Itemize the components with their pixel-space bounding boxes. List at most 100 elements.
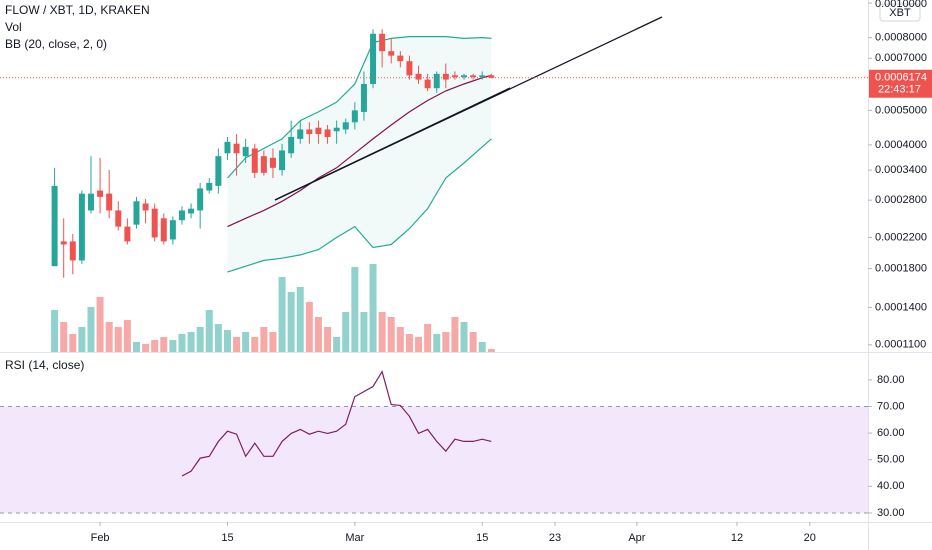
candle-body (333, 127, 340, 132)
y-tick-label: 0.0003400 (875, 164, 927, 176)
candle-body (269, 157, 276, 168)
volume-bar (160, 337, 168, 352)
y-tick-label: 0.0001100 (875, 339, 926, 351)
volume-bar (278, 277, 286, 352)
bb-middle (227, 74, 492, 228)
candle-body (442, 73, 449, 80)
volume-bar (324, 327, 332, 352)
rsi-tick-label: 30.00 (877, 507, 905, 519)
chart-title: FLOW / XBT, 1D, KRAKEN (5, 3, 150, 17)
candle-body (297, 129, 304, 139)
candle-body (178, 210, 185, 221)
volume-bar (387, 317, 395, 352)
y-tick-label: 0.0010000 (875, 0, 927, 10)
candle-body (424, 79, 431, 89)
candle-body (160, 218, 167, 242)
volume-bar (251, 337, 259, 352)
candle-body (451, 75, 458, 78)
volume-bar (424, 324, 432, 352)
x-tick-label: Apr (628, 532, 645, 544)
volume-bar (78, 327, 86, 352)
y-tick-label: 0.0001400 (875, 301, 927, 313)
volume-bar (151, 340, 159, 352)
candle-body (388, 51, 395, 56)
candle-body (351, 110, 358, 123)
x-tick-label: 20 (804, 532, 816, 544)
candle-body (260, 156, 267, 173)
currency-button[interactable] (879, 3, 921, 22)
candle-body (169, 220, 176, 240)
rsi-tick-label: 50.00 (877, 454, 905, 466)
candle-body (124, 226, 131, 242)
volume-bar (123, 320, 131, 352)
volume-bar (187, 332, 195, 352)
candle-body (415, 73, 422, 80)
rsi-band (0, 406, 868, 513)
candle-body (288, 137, 295, 154)
candle-body (397, 55, 404, 62)
candle-body (242, 146, 249, 157)
volume-bar (233, 337, 241, 352)
rsi-legend: RSI (14, close) (5, 358, 84, 372)
candle-body (479, 75, 486, 78)
volume-bar (333, 337, 341, 352)
volume-bar (169, 340, 177, 352)
y-tick-label: 0.0001800 (875, 262, 927, 274)
candle-body (197, 188, 204, 211)
volume-legend: Vol (5, 20, 22, 34)
candle-body (106, 193, 113, 211)
volume-bar (396, 327, 404, 352)
trend-line (274, 87, 511, 201)
bb-legend: BB (20, close, 2, 0) (5, 37, 107, 51)
candle-body (115, 210, 122, 227)
volume-bar (314, 317, 322, 352)
volume-bar (287, 292, 295, 352)
candle-body (324, 129, 331, 138)
candle-body (151, 208, 158, 238)
bb-lower (227, 138, 492, 273)
volume-bar (415, 337, 423, 352)
candle-body (69, 241, 76, 261)
volume-bar (51, 310, 59, 352)
candle-body (215, 156, 222, 186)
x-tick-label: 15 (221, 532, 233, 544)
volume-bar (478, 342, 486, 352)
x-tick-label: Feb (91, 532, 110, 544)
candle-body (78, 193, 85, 261)
volume-bar (378, 312, 386, 352)
x-tick-label: 23 (549, 532, 561, 544)
volume-bar (214, 324, 222, 352)
y-tick-label: 0.0002200 (875, 231, 927, 243)
candle-body (279, 150, 286, 171)
candle-body (342, 122, 349, 130)
volume-bar (351, 267, 359, 352)
volume-bar (260, 327, 268, 352)
y-tick-label: 0.0005000 (875, 104, 927, 116)
candle-body (488, 75, 495, 78)
volume-bar (405, 334, 413, 352)
candle-body (406, 61, 413, 76)
volume-bar (87, 307, 95, 352)
x-tick-label: 15 (476, 532, 488, 544)
candle-body (315, 127, 322, 135)
volume-bar (60, 322, 68, 352)
bb-fill (227, 36, 492, 273)
candle-body (379, 33, 386, 52)
rsi-tick-label: 40.00 (877, 480, 905, 492)
volume-bar (242, 332, 250, 352)
volume-bar (142, 344, 150, 352)
rsi-tick-label: 60.00 (877, 427, 905, 439)
candle-body (370, 33, 377, 84)
y-tick-label: 0.0004000 (875, 139, 927, 151)
currency-label[interactable]: XBT (889, 7, 911, 19)
last-price-label: 0.0006174 (875, 72, 927, 84)
candle-body (188, 208, 195, 214)
volume-bar (132, 342, 140, 352)
volume-bar (269, 332, 277, 352)
x-tick-label: 12 (731, 532, 743, 544)
rsi-line (181, 370, 492, 477)
volume-bar (69, 334, 77, 352)
volume-bar (487, 349, 495, 352)
volume-bar (451, 317, 459, 352)
